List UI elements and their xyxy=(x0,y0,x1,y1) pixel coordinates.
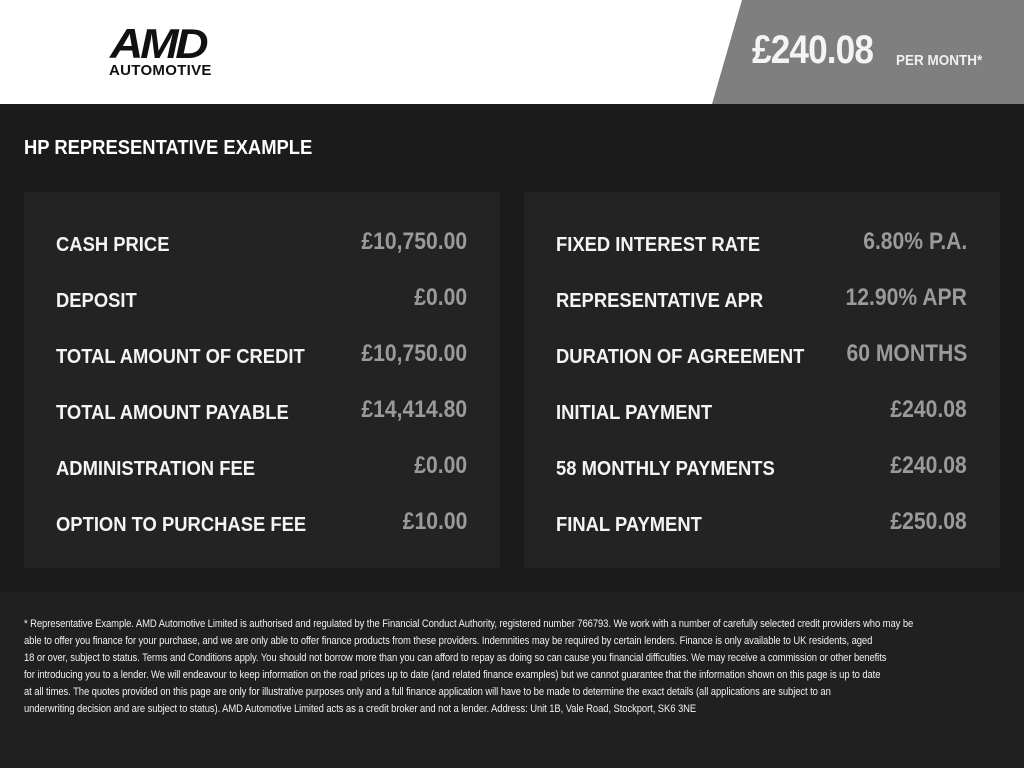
finance-row: REPRESENTATIVE APR 12.90% APR xyxy=(556,284,967,316)
finance-value: £240.08 xyxy=(890,452,967,479)
finance-label: TOTAL AMOUNT OF CREDIT xyxy=(56,346,305,368)
finance-label: DURATION OF AGREEMENT xyxy=(556,346,805,368)
finance-row: CASH PRICE £10,750.00 xyxy=(56,228,467,260)
finance-value: £0.00 xyxy=(414,284,467,311)
disclaimer-line: at all times. The quotes provided on thi… xyxy=(24,686,831,698)
finance-label: OPTION TO PURCHASE FEE xyxy=(56,514,307,536)
finance-panel-left: CASH PRICE £10,750.00 DEPOSIT £0.00 TOTAL AM… xyxy=(24,192,500,568)
finance-label: TOTAL AMOUNT PAYABLE xyxy=(56,402,289,424)
finance-value: 60 MONTHS xyxy=(846,340,967,367)
disclaimer-line: underwriting decision and are subject to… xyxy=(24,703,697,715)
finance-label: FINAL PAYMENT xyxy=(556,514,702,536)
finance-value: £10,750.00 xyxy=(361,228,467,255)
finance-label: CASH PRICE xyxy=(56,234,170,256)
header: AMD AUTOMOTIVE £240.08 PER MONTH* xyxy=(0,0,1024,104)
finance-row: TOTAL AMOUNT OF CREDIT £10,750.00 xyxy=(56,340,467,372)
finance-label: REPRESENTATIVE APR xyxy=(556,290,764,312)
finance-value: 12.90% APR xyxy=(845,284,967,311)
finance-row: FIXED INTEREST RATE 6.80% P.A. xyxy=(556,228,967,260)
finance-row: OPTION TO PURCHASE FEE £10.00 xyxy=(56,508,467,540)
finance-panel-right: FIXED INTEREST RATE 6.80% P.A. REPRESENTAT… xyxy=(524,192,1000,568)
finance-row: FINAL PAYMENT £250.08 xyxy=(556,508,967,540)
finance-row: DEPOSIT £0.00 xyxy=(56,284,467,316)
disclaimer-text: * Representative Example. AMD Automotive… xyxy=(24,616,913,718)
disclaimer-line: 18 or over, subject to status. Terms and… xyxy=(24,652,887,664)
finance-value: £10,750.00 xyxy=(361,340,467,367)
finance-label: 58 MONTHLY PAYMENTS xyxy=(556,458,775,480)
disclaimer-line: for introducing you to a lender. We will… xyxy=(24,669,881,681)
disclaimer-line: * Representative Example. AMD Automotive… xyxy=(24,618,914,630)
finance-value: £250.08 xyxy=(890,508,967,535)
section-title: HP REPRESENTATIVE EXAMPLE xyxy=(24,137,313,159)
finance-label: ADMINISTRATION FEE xyxy=(56,458,255,480)
finance-label: INITIAL PAYMENT xyxy=(556,402,713,424)
finance-row: DURATION OF AGREEMENT 60 MONTHS xyxy=(556,340,967,372)
finance-value: £14,414.80 xyxy=(361,396,467,423)
disclaimer-footer: * Representative Example. AMD Automotive… xyxy=(0,592,1024,768)
finance-row: ADMINISTRATION FEE £0.00 xyxy=(56,452,467,484)
logo-text-automotive: AUTOMOTIVE xyxy=(109,62,212,79)
finance-row: INITIAL PAYMENT £240.08 xyxy=(556,396,967,428)
finance-row: 58 MONTHLY PAYMENTS £240.08 xyxy=(556,452,967,484)
finance-value: 6.80% P.A. xyxy=(862,228,967,255)
finance-label: DEPOSIT xyxy=(56,290,137,312)
disclaimer-line: able to offer you finance for your purch… xyxy=(24,635,873,647)
finance-value: £240.08 xyxy=(890,396,967,423)
amd-automotive-logo[interactable]: AMD AUTOMOTIVE xyxy=(108,20,228,80)
monthly-price: £240.08 xyxy=(752,28,874,72)
finance-label: FIXED INTEREST RATE xyxy=(556,234,761,256)
logo-text-amd: AMD xyxy=(110,20,209,67)
finance-value: £10.00 xyxy=(402,508,467,535)
finance-row: TOTAL AMOUNT PAYABLE £14,414.80 xyxy=(56,396,467,428)
per-month-label: PER MONTH* xyxy=(896,52,983,69)
monthly-price-banner: £240.08 PER MONTH* xyxy=(712,0,1024,104)
finance-value: £0.00 xyxy=(414,452,467,479)
